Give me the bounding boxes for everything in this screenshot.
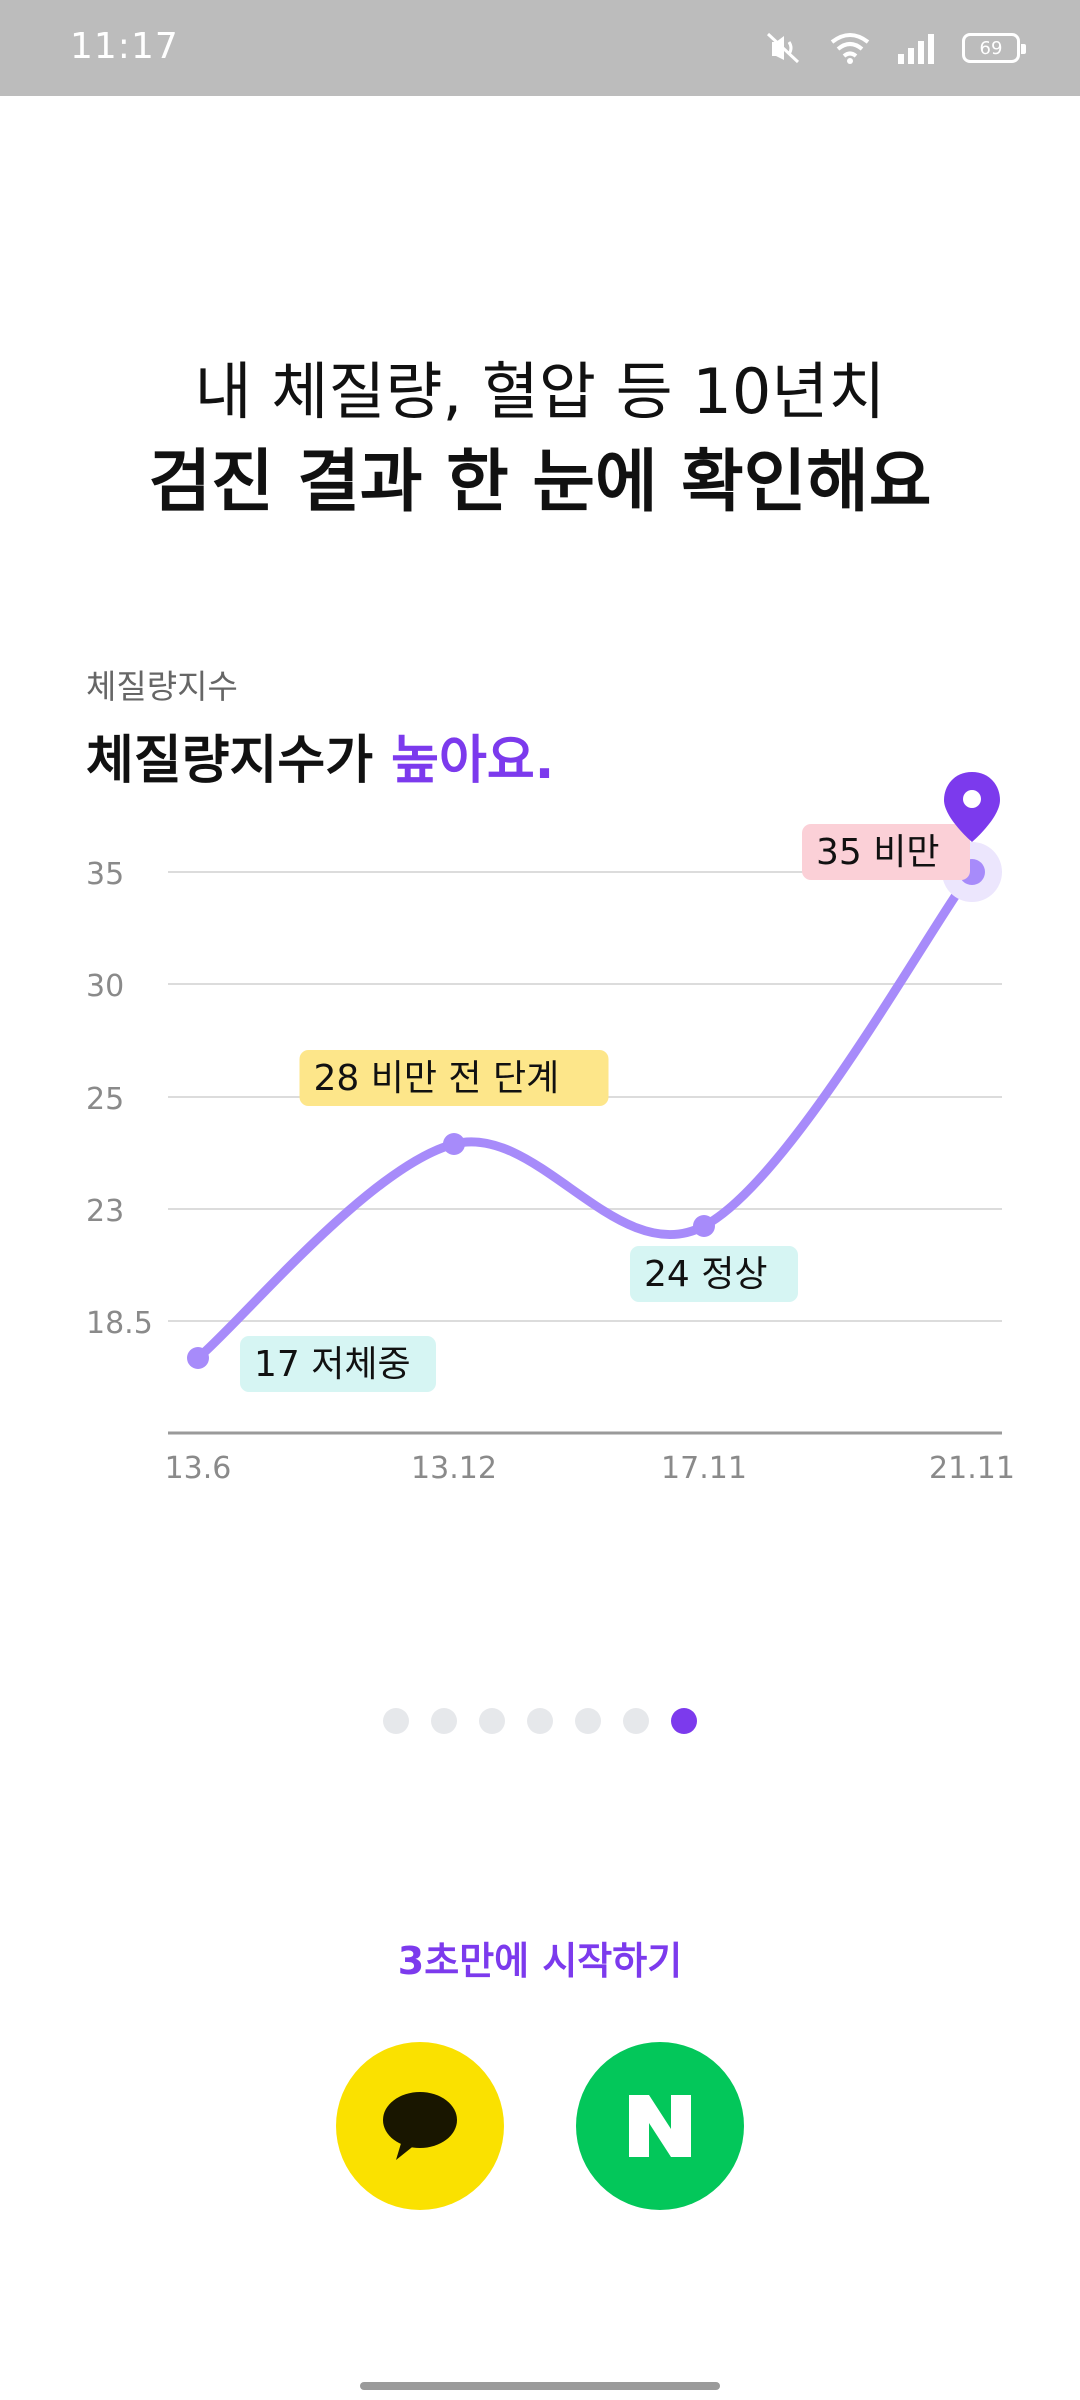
annotation-chip: 28 비만 전 단계 — [299, 1050, 609, 1106]
data-point — [187, 1347, 209, 1369]
kakao-login-button[interactable] — [336, 2042, 504, 2210]
home-indicator[interactable] — [360, 2382, 720, 2390]
y-tick-label: 30 — [86, 969, 124, 1004]
location-pin-icon — [944, 772, 1000, 842]
annotation-chip-label: 17 저체중 — [254, 1344, 411, 1385]
annotation-chip-label: 28 비만 전 단계 — [314, 1058, 560, 1099]
page-dot[interactable] — [527, 1708, 553, 1734]
chart-headline-prefix: 체질량지수가 — [86, 731, 392, 791]
status-icons: 69 — [762, 28, 1026, 68]
headline: 내 체질량, 혈압 등 10년치 검진 결과 한 눈에 확인해요 — [0, 350, 1080, 532]
annotation-chip-label: 24 정상 — [644, 1254, 768, 1295]
chart-headline: 체질량지수가 높아요. — [86, 718, 554, 793]
y-tick-label: 18.5 — [86, 1306, 153, 1341]
chart-annotations: 17 저체중 28 비만 전 단계 24 정상 35 비만 — [240, 824, 970, 1392]
page-dot[interactable] — [623, 1708, 649, 1734]
data-point — [443, 1133, 465, 1155]
status-time: 11:17 — [70, 26, 179, 67]
battery-level: 69 — [979, 37, 1003, 59]
annotation-chip: 17 저체중 — [240, 1336, 436, 1392]
chart-caption: 체질량지수 — [86, 667, 238, 706]
chart-headline-highlight: 높아요. — [391, 731, 555, 791]
headline-line1: 내 체질량, 혈압 등 10년치 — [194, 355, 886, 428]
series-line — [193, 867, 977, 1363]
annotation-chip-bg — [802, 824, 970, 880]
y-tick-label: 35 — [86, 857, 124, 892]
annotation-chip: 35 비만 — [802, 824, 970, 880]
wifi-icon — [830, 33, 870, 64]
page-dot[interactable] — [479, 1708, 505, 1734]
x-tick-label: 13.12 — [411, 1451, 497, 1486]
y-tick-label: 23 — [86, 1194, 124, 1229]
page-dot[interactable] — [671, 1708, 697, 1734]
page-indicator — [0, 1708, 1080, 1734]
annotation-chip-bg — [630, 1246, 798, 1302]
x-tick-label: 13.6 — [165, 1451, 232, 1486]
x-tick-label: 21.11 — [929, 1451, 1015, 1486]
annotation-chip-bg — [240, 1336, 436, 1392]
chart-grid — [168, 871, 1002, 1435]
naver-n-icon — [629, 2095, 691, 2157]
y-tick-label: 25 — [86, 1082, 124, 1117]
social-login-row — [0, 2042, 1080, 2210]
data-point — [693, 1215, 715, 1237]
bmi-line-chart: 35 30 25 23 18.5 13.6 13.12 17.11 21.11 17 저체중 2… — [86, 772, 1015, 1486]
signal-icon — [898, 34, 934, 64]
page-dot[interactable] — [383, 1708, 409, 1734]
status-bar: 11:17 69 — [0, 0, 1080, 96]
x-tick-label: 17.11 — [661, 1451, 747, 1486]
page-dot[interactable] — [431, 1708, 457, 1734]
chart-y-ticks: 35 30 25 23 18.5 — [86, 857, 153, 1341]
annotation-chip-bg — [299, 1050, 609, 1106]
battery-icon: 69 — [962, 33, 1026, 63]
speech-bubble-icon — [383, 2092, 457, 2160]
annotation-chip-label: 35 비만 — [816, 832, 940, 873]
headline-line2: 검진 결과 한 눈에 확인해요 — [148, 443, 932, 522]
chart-x-ticks: 13.6 13.12 17.11 21.11 — [165, 1451, 1015, 1486]
annotation-chip: 24 정상 — [630, 1246, 798, 1302]
naver-login-button[interactable] — [576, 2042, 744, 2210]
start-prompt: 3초만에 시작하기 — [397, 1939, 683, 1983]
page-dot[interactable] — [575, 1708, 601, 1734]
mute-icon — [766, 32, 800, 64]
